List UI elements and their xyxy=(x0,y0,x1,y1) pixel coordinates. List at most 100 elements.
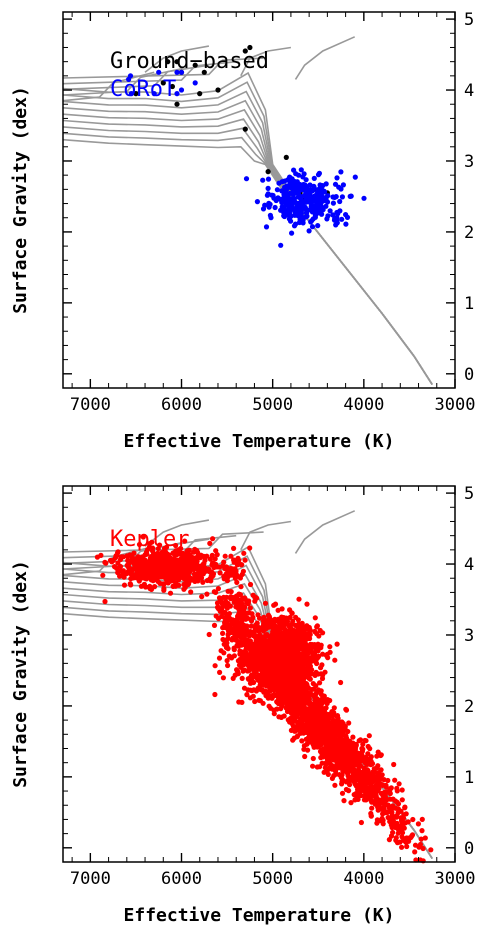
bottom-point-kepler-2976 xyxy=(327,649,333,655)
bottom-point-kepler-1656 xyxy=(339,779,345,785)
bottom-x-tick-label: 3000 xyxy=(435,869,476,889)
bottom-point-kepler-1202 xyxy=(199,594,205,600)
bottom-point-kepler-2681 xyxy=(318,671,324,677)
bottom-point-kepler-2931 xyxy=(268,705,274,711)
bottom-point-kepler-2031 xyxy=(321,695,327,701)
bottom-point-kepler-3713 xyxy=(212,663,218,669)
top-point-corot-266 xyxy=(265,176,272,182)
top-point-corot-231 xyxy=(294,204,300,210)
top-point-corot-184 xyxy=(334,218,340,224)
bottom-point-kepler-3678 xyxy=(127,559,133,565)
top-point-corot-304 xyxy=(263,224,270,230)
bottom-point-kepler-3851 xyxy=(215,604,221,611)
bottom-point-kepler-3691 xyxy=(186,574,192,580)
top-point-corot-287 xyxy=(298,167,304,173)
bottom-point-kepler-3545 xyxy=(173,548,179,554)
bottom-point-kepler-2997 xyxy=(274,663,280,669)
bottom-point-kepler-3897 xyxy=(236,626,243,632)
top-point-corot-319 xyxy=(312,209,318,215)
top-point-corot-299 xyxy=(275,195,281,201)
top-point-corot-248 xyxy=(301,171,307,177)
legend-ground-based: Ground−based xyxy=(110,49,269,74)
bottom-point-kepler-3673 xyxy=(194,563,200,569)
top-point-corot-181 xyxy=(338,186,344,192)
bottom-point-kepler-2748 xyxy=(239,675,245,682)
bottom-point-kepler-2334 xyxy=(282,687,288,693)
bottom-point-kepler-3669 xyxy=(147,572,153,578)
top-point-corot-230 xyxy=(281,191,287,198)
top-point-groundbased-16 xyxy=(160,80,166,86)
bottom-point-kepler-1544 xyxy=(391,805,397,811)
top-point-groundbased-8 xyxy=(265,169,271,175)
bottom-point-kepler-2998 xyxy=(260,637,266,643)
bottom-point-kepler-3870 xyxy=(221,615,228,621)
bottom-point-kepler-3742 xyxy=(240,568,246,574)
bottom-point-kepler-2977 xyxy=(275,651,282,658)
top-curve-16 xyxy=(294,36,356,80)
bottom-point-kepler-3828 xyxy=(213,589,219,596)
bottom-point-kepler-1534 xyxy=(327,765,333,771)
bottom-point-kepler-1697 xyxy=(369,799,375,805)
bottom-point-kepler-831 xyxy=(419,816,425,823)
bottom-point-kepler-2854 xyxy=(300,646,306,652)
legend-corot: CoRoT xyxy=(110,77,176,102)
bottom-point-kepler-1058 xyxy=(402,804,408,810)
bottom-point-kepler-1696 xyxy=(378,752,384,758)
bottom-point-kepler-1747 xyxy=(378,767,384,773)
bottom-point-kepler-1805 xyxy=(296,596,302,602)
bottom-point-kepler-1787 xyxy=(348,755,354,761)
bottom-point-kepler-1774 xyxy=(310,709,316,715)
top-point-corot-264 xyxy=(292,181,298,187)
bottom-point-kepler-2978 xyxy=(284,681,290,687)
bottom-point-kepler-3183 xyxy=(167,590,174,596)
bottom-point-kepler-3689 xyxy=(141,575,147,581)
bottom-point-kepler-3876 xyxy=(221,624,227,630)
bottom-point-kepler-3275 xyxy=(102,598,108,605)
bottom-point-kepler-1760 xyxy=(358,778,364,784)
top-point-corot-325 xyxy=(178,87,185,93)
bottom-point-kepler-2564 xyxy=(274,686,280,692)
bottom-point-kepler-1681 xyxy=(329,775,335,782)
bottom-point-kepler-1678 xyxy=(380,792,386,799)
bottom-point-kepler-3089 xyxy=(140,534,146,540)
top-curve-14 xyxy=(144,45,210,73)
bottom-point-kepler-1543 xyxy=(373,795,379,801)
bottom-point-kepler-3694 xyxy=(181,581,187,588)
bottom-point-kepler-3825 xyxy=(214,552,220,558)
bottom-point-kepler-1786 xyxy=(375,785,382,792)
top-point-corot-262 xyxy=(311,185,317,191)
bottom-y-tick-label: 3 xyxy=(464,626,474,646)
bottom-point-kepler-1604 xyxy=(344,748,350,754)
top-point-corot-175 xyxy=(311,175,317,181)
bottom-point-kepler-1382 xyxy=(310,742,316,748)
bottom-point-kepler-2984 xyxy=(278,663,284,669)
top-point-corot-327 xyxy=(174,69,180,75)
bottom-data-points xyxy=(94,534,434,864)
bottom-point-kepler-2056 xyxy=(241,685,248,691)
bottom-point-kepler-2580 xyxy=(327,644,333,650)
bottom-point-kepler-3864 xyxy=(222,619,228,625)
bottom-point-kepler-3132 xyxy=(136,541,143,548)
bottom-point-kepler-2839 xyxy=(291,645,298,652)
bottom-point-kepler-1740 xyxy=(389,816,395,822)
bottom-point-kepler-2970 xyxy=(307,628,313,634)
top-point-corot-254 xyxy=(296,172,302,178)
top-point-corot-104 xyxy=(344,214,351,220)
top-point-corot-313 xyxy=(292,212,298,218)
top-point-corot-318 xyxy=(304,197,310,204)
bottom-point-kepler-2963 xyxy=(298,678,304,684)
bottom-point-kepler-2846 xyxy=(308,671,314,677)
bottom-point-kepler-3877 xyxy=(224,578,230,584)
bottom-point-kepler-990 xyxy=(343,707,350,713)
bottom-point-kepler-3621 xyxy=(170,567,177,573)
bottom-point-kepler-11 xyxy=(399,787,405,793)
bottom-point-kepler-3655 xyxy=(195,571,201,577)
bottom-point-kepler-2922 xyxy=(289,683,295,689)
bottom-curve-16 xyxy=(294,510,356,554)
bottom-point-kepler-219 xyxy=(332,782,338,788)
bottom-point-kepler-1709 xyxy=(335,757,341,763)
top-curve-9 xyxy=(62,71,155,102)
bottom-point-kepler-1785 xyxy=(326,728,332,735)
top-point-groundbased-10 xyxy=(242,126,248,132)
bottom-point-kepler-2847 xyxy=(302,626,308,632)
